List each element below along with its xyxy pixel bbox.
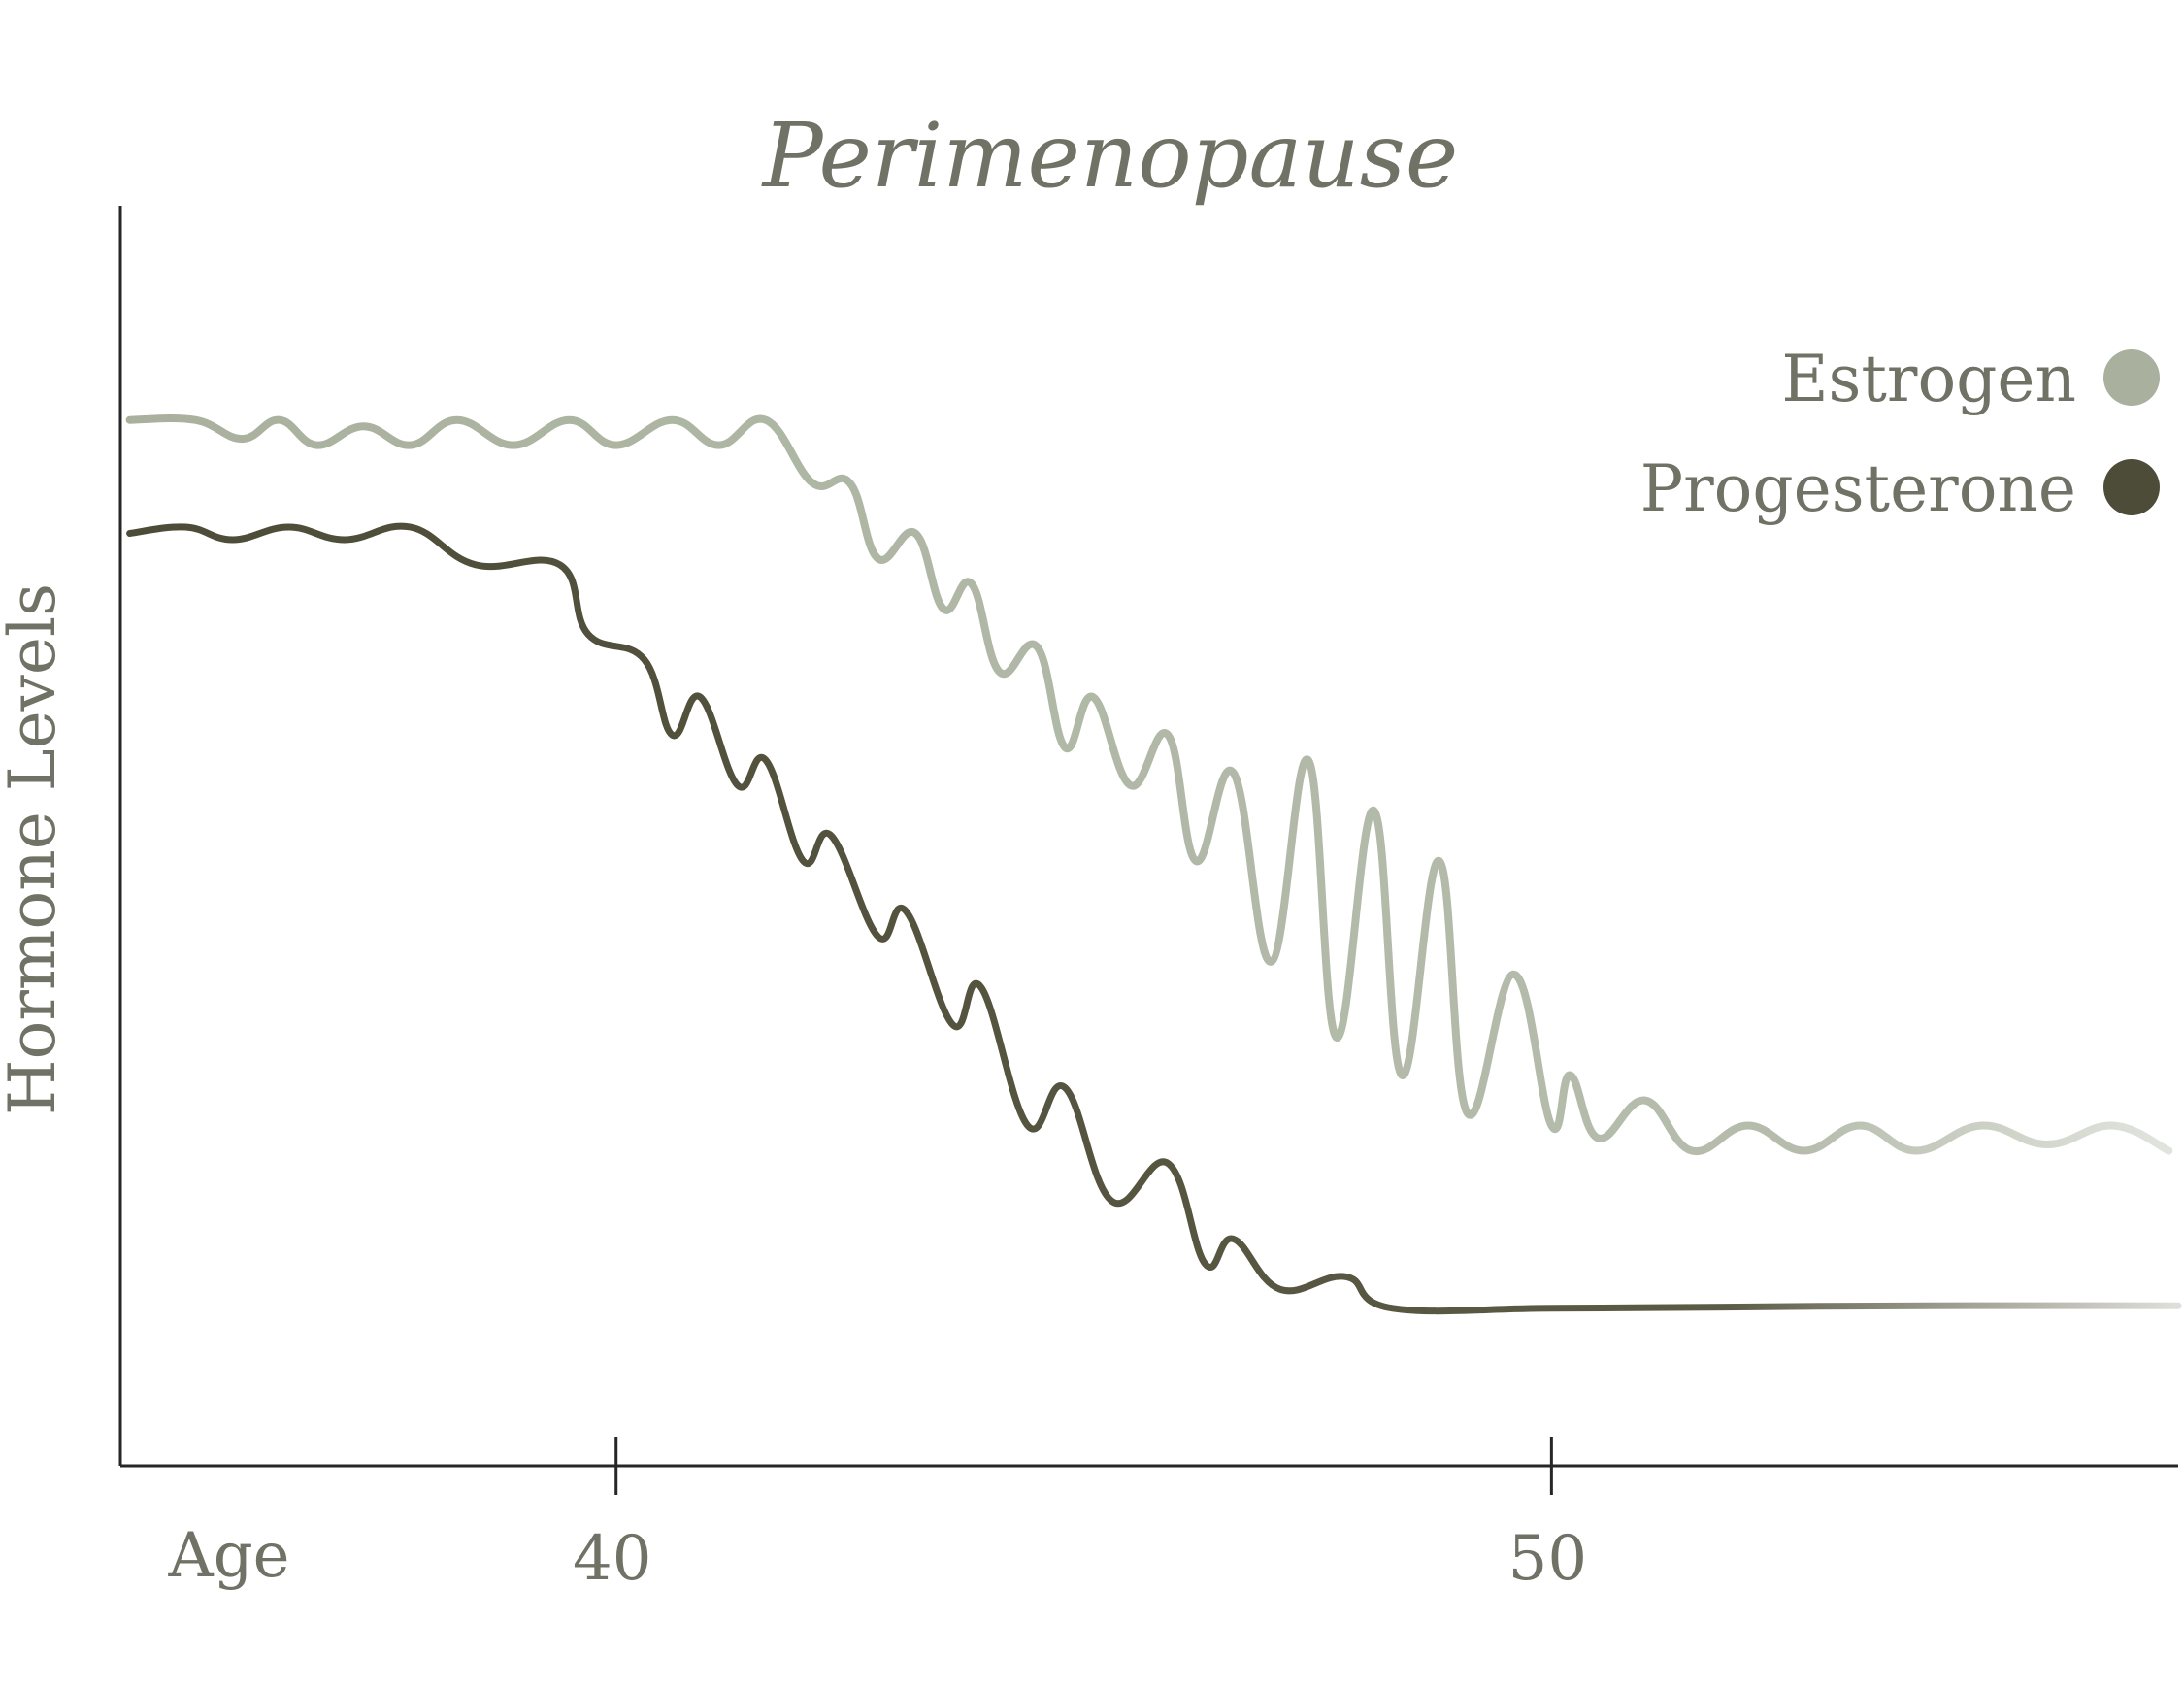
y-axis-label: Hormone Levels	[0, 583, 70, 1115]
legend-marker-progesterone	[2103, 459, 2160, 515]
x-axis-label: Age	[167, 1520, 289, 1592]
legend-label-estrogen: Estrogen	[1781, 342, 2076, 416]
x-tick-label-40: 40	[573, 1523, 651, 1595]
series-line-progesterone	[126, 522, 2182, 1315]
chart-title: Perimenopause	[761, 104, 1459, 208]
x-tick-label-50: 50	[1508, 1523, 1587, 1595]
legend-label-progesterone: Progesterone	[1640, 451, 2076, 526]
legend-marker-estrogen	[2103, 349, 2160, 406]
series-line-estrogen	[125, 414, 2173, 1155]
